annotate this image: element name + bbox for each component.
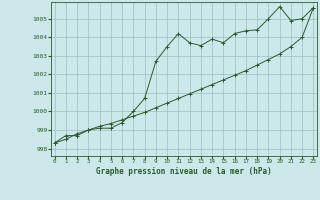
X-axis label: Graphe pression niveau de la mer (hPa): Graphe pression niveau de la mer (hPa) xyxy=(96,167,272,176)
